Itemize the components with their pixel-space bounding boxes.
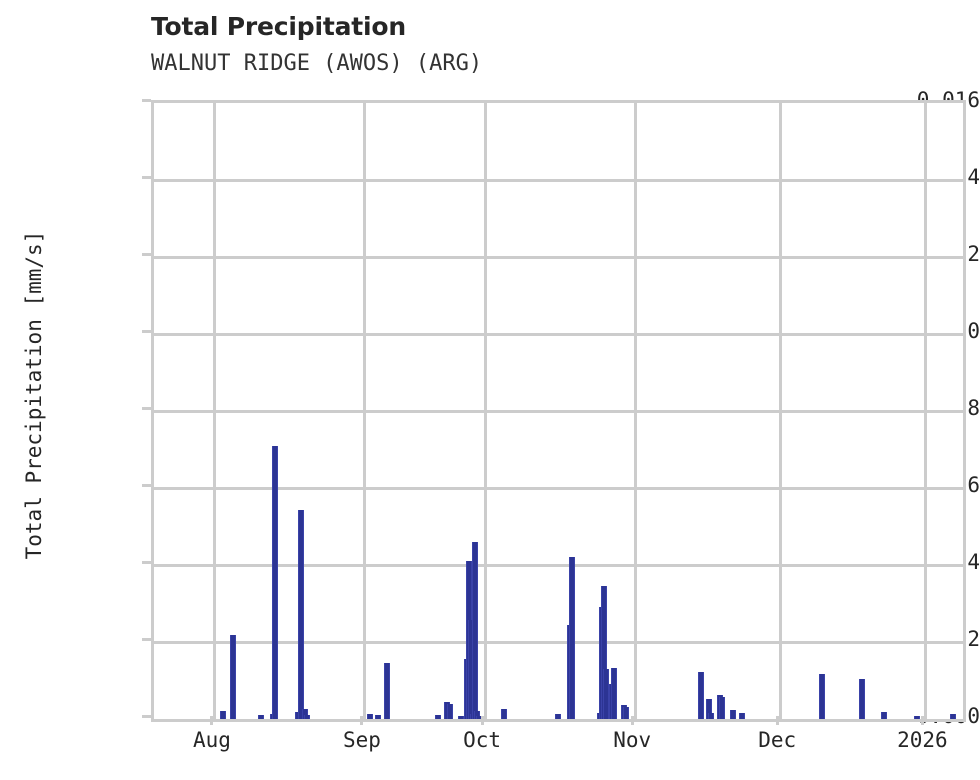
y-tick-mark xyxy=(142,175,151,179)
bar xyxy=(819,673,826,719)
gridline-vertical xyxy=(923,103,927,719)
gridline-horizontal xyxy=(154,640,963,644)
y-tick-mark xyxy=(142,560,151,564)
bar xyxy=(601,585,608,719)
y-axis-label: Total Precipitation [mm/s] xyxy=(22,230,46,560)
gridline-vertical xyxy=(633,103,637,719)
plot-area xyxy=(151,100,966,722)
bar xyxy=(257,715,264,719)
y-tick-mark xyxy=(142,252,151,256)
bar xyxy=(611,667,618,719)
gridline-vertical xyxy=(213,103,217,719)
bar xyxy=(271,446,278,719)
bar xyxy=(219,710,226,719)
y-tick-mark xyxy=(142,98,151,102)
y-tick-mark xyxy=(142,483,151,487)
bar xyxy=(730,709,737,719)
x-tick-label: Aug xyxy=(192,728,231,752)
x-tick-mark xyxy=(775,716,779,725)
x-tick-label: 2026 xyxy=(897,728,948,752)
y-tick-mark xyxy=(142,714,151,718)
gridline-horizontal xyxy=(154,563,963,567)
bar xyxy=(303,715,310,719)
bar xyxy=(435,715,442,719)
bar xyxy=(383,662,390,719)
bar xyxy=(555,714,561,719)
bar xyxy=(569,556,575,719)
bar xyxy=(297,510,304,719)
bar xyxy=(739,712,746,719)
bar xyxy=(501,708,508,719)
x-tick-mark xyxy=(630,716,634,725)
gridline-vertical xyxy=(778,103,782,719)
bar xyxy=(858,678,865,719)
gridline-horizontal xyxy=(154,255,963,259)
bar xyxy=(375,715,381,719)
x-tick-mark xyxy=(360,716,364,725)
x-tick-mark xyxy=(920,716,924,725)
bar xyxy=(474,710,481,719)
bar xyxy=(458,715,464,719)
plot-inner xyxy=(154,103,963,719)
chart-title: Total Precipitation xyxy=(151,12,406,41)
chart-subtitle: WALNUT RIDGE (AWOS) (ARG) xyxy=(151,51,483,76)
gridline-horizontal xyxy=(154,409,963,413)
gridline-vertical xyxy=(483,103,487,719)
gridline-vertical xyxy=(363,103,367,719)
bar xyxy=(623,707,630,719)
bar xyxy=(447,704,453,719)
bar xyxy=(881,711,888,719)
y-tick-mark xyxy=(142,637,151,641)
bar xyxy=(229,634,236,719)
x-tick-label: Sep xyxy=(343,728,381,752)
bar xyxy=(950,714,957,719)
y-tick-mark xyxy=(142,406,151,410)
gridline-horizontal xyxy=(154,332,963,336)
x-tick-label: Oct xyxy=(463,728,502,752)
gridline-horizontal xyxy=(154,486,963,490)
x-tick-label: Nov xyxy=(613,728,652,752)
bar xyxy=(301,708,308,719)
bar xyxy=(719,696,726,719)
bar xyxy=(708,712,715,719)
bar xyxy=(603,668,610,719)
bar xyxy=(706,698,713,719)
y-tick-mark xyxy=(142,329,151,333)
bar xyxy=(472,541,478,719)
x-tick-mark xyxy=(210,716,214,725)
bar xyxy=(367,714,373,719)
bar xyxy=(914,715,921,719)
x-tick-mark xyxy=(480,716,484,725)
gridline-horizontal xyxy=(154,178,963,182)
x-tick-label: Dec xyxy=(758,728,797,752)
bar xyxy=(698,672,705,719)
